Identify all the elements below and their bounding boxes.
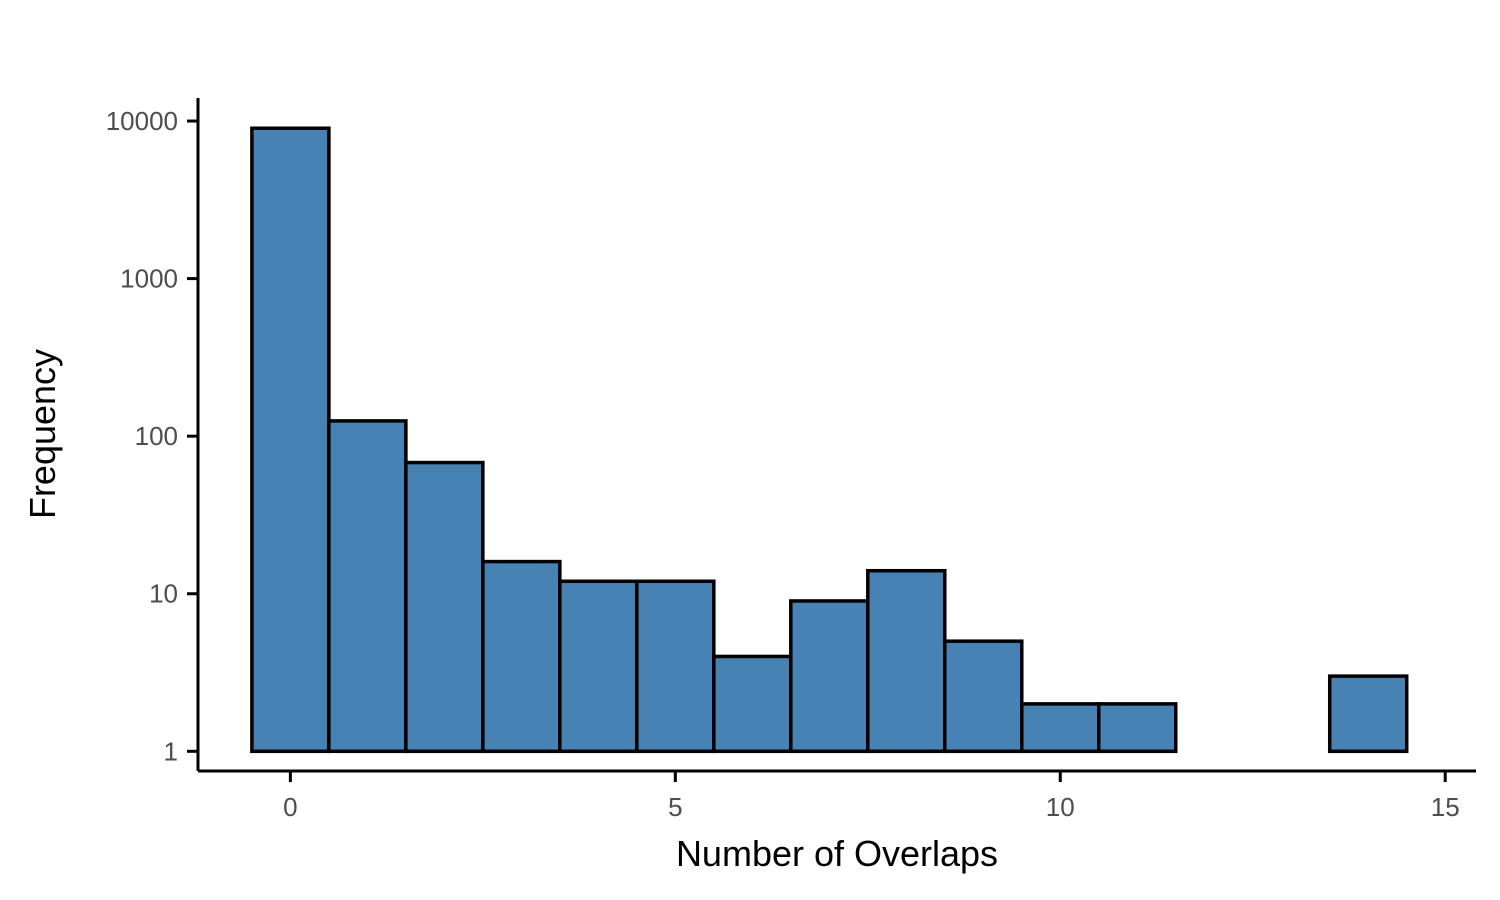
y-tick-label: 1 (164, 736, 178, 766)
histogram-bar-1 (327, 419, 408, 754)
histogram-bar-10 (1020, 702, 1101, 754)
histogram-bar-3 (481, 559, 562, 754)
y-tick-label: 10000 (106, 106, 178, 136)
histogram-bar-9 (943, 639, 1024, 754)
x-tick-label: 5 (668, 792, 682, 822)
x-tick-label: 10 (1046, 792, 1075, 822)
y-tick-label: 100 (135, 421, 178, 451)
histogram-bar-11 (1097, 702, 1178, 754)
y-tick-label: 10 (149, 579, 178, 609)
axes-layer (196, 98, 1476, 773)
histogram-bar-0 (250, 126, 331, 754)
histogram-bar-8 (866, 568, 947, 754)
histogram-bar-7 (789, 599, 870, 754)
x-tick-label: 15 (1431, 792, 1460, 822)
x-tick-label: 0 (283, 792, 297, 822)
histogram-bar-14 (1327, 674, 1409, 754)
histogram-bar-2 (404, 460, 485, 754)
histogram-bar-4 (558, 579, 639, 754)
histogram-bar-6 (712, 654, 793, 754)
y-tick-label: 1000 (120, 264, 178, 294)
ticks-layer: 0 5 10 15 1 10 100 1000 10000 (106, 106, 1460, 822)
histogram-bar-5 (635, 579, 716, 754)
x-axis-title: Number of Overlaps (676, 833, 998, 874)
y-axis-title: Frequency (22, 349, 63, 519)
bars-layer (250, 126, 1409, 754)
